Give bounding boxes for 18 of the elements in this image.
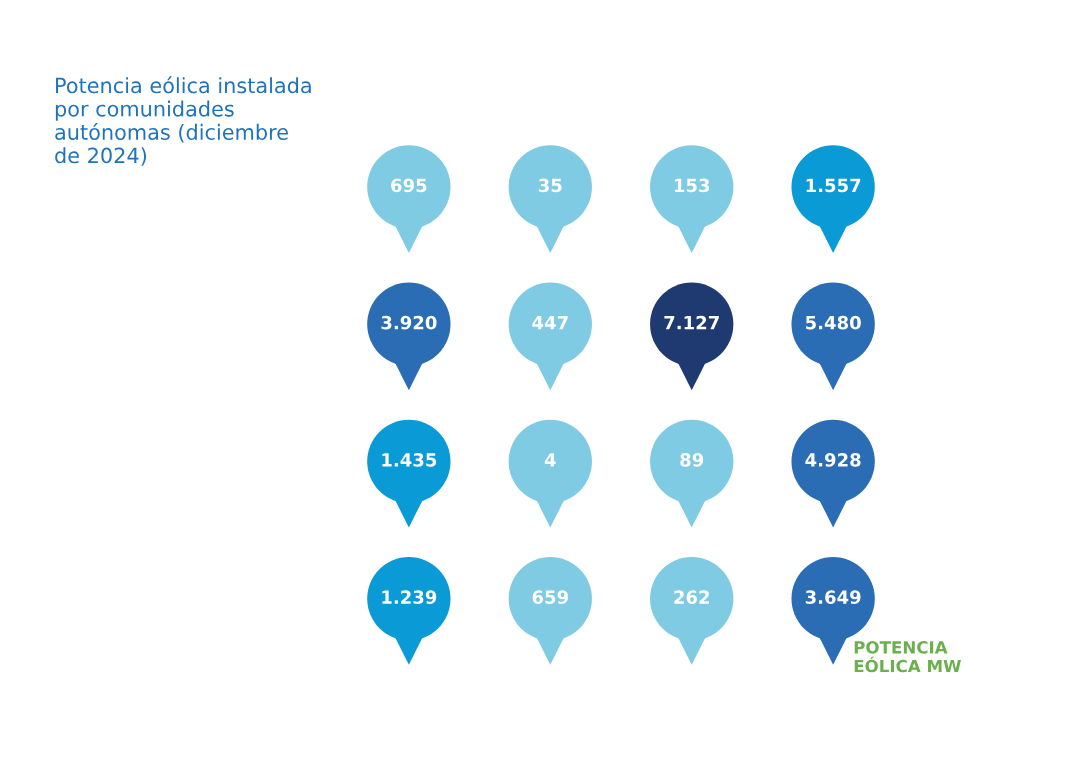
data-label: 5.480	[805, 315, 861, 330]
data-label: 3.920	[381, 315, 437, 330]
data-label: 89	[680, 453, 704, 467]
data-label: 659	[532, 590, 568, 604]
data-label: 35	[538, 178, 562, 193]
data-label: 153	[674, 178, 710, 193]
data-label: 447	[532, 316, 568, 330]
text: POTENCIA EÓLICA MW	[854, 641, 961, 673]
data-label: 4	[544, 453, 556, 467]
data-label: 3.649	[805, 590, 861, 604]
data-label: 1.435	[382, 453, 437, 467]
text: Potencia eólica instalada por comunidades autónomas (diciembre de 2024)	[55, 76, 311, 166]
data-label: 695	[391, 178, 427, 193]
data-label: 7.127	[664, 315, 719, 330]
data-label: 262	[674, 590, 709, 604]
data-label: 1.557	[806, 178, 861, 193]
data-label: 4.928	[805, 453, 861, 467]
data-label: 1.239	[382, 590, 437, 604]
